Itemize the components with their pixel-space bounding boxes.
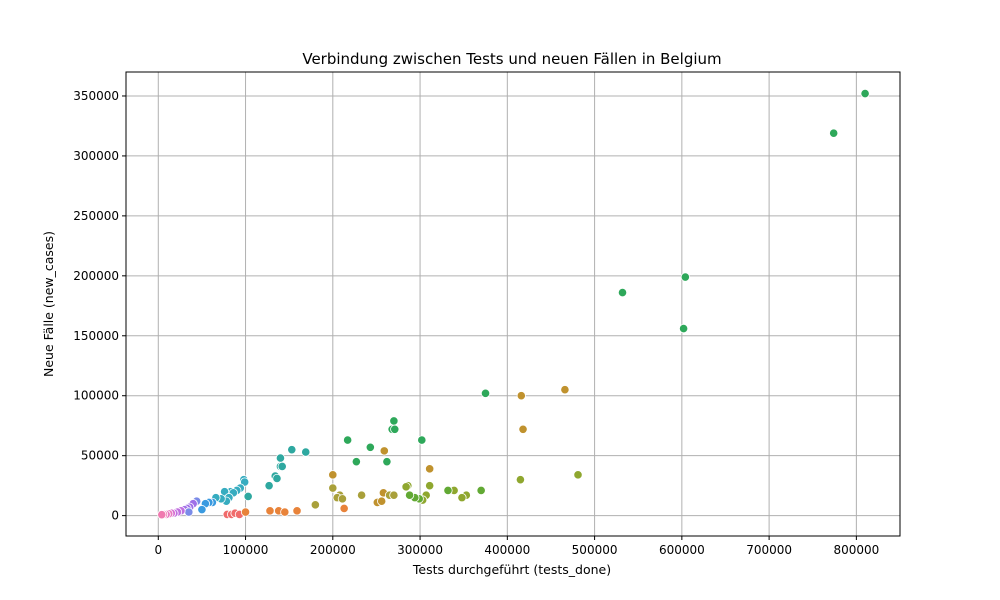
data-point-13 (457, 493, 467, 503)
x-axis-label: Tests durchgeführt (tests_done) (412, 562, 611, 577)
y-tick-label-5: 250000 (73, 209, 119, 223)
data-point-23 (401, 482, 411, 492)
x-tick-label-0: 0 (154, 543, 162, 557)
data-point-32 (343, 435, 353, 445)
data-point-6 (560, 385, 570, 395)
data-point-47 (287, 445, 297, 455)
x-tick-label-1: 100000 (223, 543, 269, 557)
data-point-15 (443, 485, 453, 496)
data-point-54 (264, 481, 274, 491)
data-point-29 (382, 457, 392, 467)
data-point-34 (328, 470, 338, 480)
data-point-33 (351, 457, 361, 467)
data-point-89 (240, 507, 251, 517)
data-point-9 (573, 470, 583, 480)
x-tick-label-7: 700000 (746, 543, 792, 557)
data-point-0 (860, 88, 870, 99)
x-tick-label-4: 400000 (484, 543, 530, 557)
data-point-17 (425, 481, 435, 491)
x-tick-label-8: 800000 (833, 543, 879, 557)
x-tick-label-6: 600000 (659, 543, 705, 557)
data-point-42 (389, 490, 399, 500)
data-point-25 (389, 416, 399, 426)
data-point-27 (390, 424, 400, 434)
data-point-49 (275, 453, 286, 463)
data-point-2 (680, 272, 690, 282)
data-point-93 (292, 506, 302, 516)
data-point-45 (339, 503, 349, 514)
data-point-44 (377, 496, 387, 506)
y-tick-label-0: 0 (111, 509, 119, 523)
y-axis-label: Neue Fälle (new_cases) (41, 231, 56, 377)
data-point-10 (515, 475, 526, 485)
x-axis-ticks: 0 100000 200000 300000 400000 500000 600000 700… (154, 536, 879, 557)
y-tick-label-6: 300000 (73, 149, 119, 163)
data-point-46 (310, 500, 320, 510)
data-point-4 (678, 323, 689, 334)
x-tick-label-2: 200000 (310, 543, 356, 557)
data-point-3 (617, 288, 628, 298)
data-point-38 (337, 494, 348, 504)
y-tick-label-2: 100000 (73, 389, 119, 403)
data-point-8 (518, 424, 528, 434)
plot-area-frame (125, 71, 901, 537)
data-point-70 (197, 505, 207, 515)
y-tick-label-1: 50000 (81, 449, 119, 463)
data-point-28 (417, 435, 427, 445)
data-point-53 (272, 473, 282, 484)
data-point-55 (243, 491, 253, 502)
data-point-16 (425, 464, 435, 474)
y-axis-ticks: 0 50000 100000 150000 200000 250000 300000 3500… (73, 89, 126, 523)
y-tick-label-3: 150000 (73, 329, 119, 343)
x-tick-label-3: 300000 (397, 543, 443, 557)
y-tick-label-7: 350000 (73, 89, 119, 103)
chart-title: Verbindung zwischen Tests und neuen Fäll… (302, 50, 721, 68)
data-point-84 (157, 510, 167, 520)
data-point-30 (379, 446, 389, 456)
x-tick-label-5: 500000 (572, 543, 618, 557)
grid (126, 72, 900, 536)
data-point-51 (277, 461, 287, 472)
data-point-24 (404, 490, 415, 500)
data-point-35 (328, 483, 338, 493)
data-point-31 (365, 442, 375, 452)
data-point-90 (265, 506, 275, 516)
data-point-5 (480, 388, 491, 398)
data-point-92 (280, 507, 290, 517)
data-point-1 (829, 128, 839, 138)
data-point-39 (357, 490, 367, 500)
y-tick-label-4: 200000 (73, 269, 119, 283)
data-point-11 (476, 485, 486, 496)
data-point-76 (184, 507, 194, 517)
data-points (157, 88, 870, 520)
data-point-48 (301, 447, 311, 457)
data-point-7 (516, 391, 526, 401)
